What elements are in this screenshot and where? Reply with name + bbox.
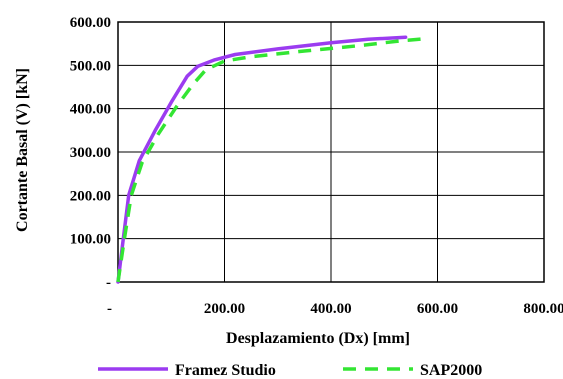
x-tick-label: 200.00: [204, 301, 245, 317]
y-axis-title: Cortante Basal (V) [kN]: [14, 68, 31, 232]
legend: Framez Studio SAP2000: [98, 362, 482, 379]
chart-grid: [117, 21, 545, 283]
y-tick-label: 400.00: [70, 102, 111, 118]
legend-label-framez-studio: Framez Studio: [175, 362, 276, 379]
y-tick-label: -: [106, 275, 111, 291]
y-tick-label: 600.00: [70, 15, 111, 31]
y-axis-ticks: - 100.00 200.00 300.00 400.00 500.00 600.00: [70, 15, 111, 291]
series-line-framez-studio: [116, 35, 408, 284]
x-axis-ticks: - 200.00 400.00 600.00 800.00: [107, 301, 563, 317]
y-tick-label: 100.00: [70, 232, 111, 248]
y-tick-label: 200.00: [70, 188, 111, 204]
plot-area-border: [117, 21, 545, 283]
series-layer: [116, 35, 427, 284]
x-tick-label: 600.00: [417, 301, 458, 317]
y-tick-label: 300.00: [70, 145, 111, 161]
legend-label-sap2000: SAP2000: [420, 362, 482, 379]
x-tick-label: 400.00: [310, 301, 351, 317]
x-axis-title: Desplazamiento (Dx) [mm]: [226, 330, 410, 347]
x-tick-label: 800.00: [523, 301, 563, 317]
y-tick-label: 500.00: [70, 58, 111, 74]
x-tick-label: -: [107, 301, 112, 317]
series-line-sap2000: [116, 36, 427, 283]
